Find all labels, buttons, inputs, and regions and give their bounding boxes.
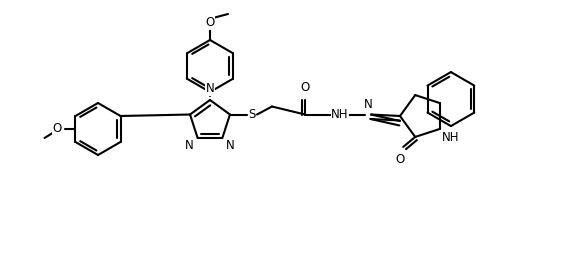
Text: N: N: [363, 97, 372, 111]
Text: O: O: [396, 153, 405, 166]
Text: N: N: [226, 139, 235, 152]
Text: N: N: [185, 139, 194, 152]
Text: N: N: [206, 82, 214, 95]
Text: O: O: [206, 16, 215, 30]
Text: NH: NH: [331, 108, 348, 121]
Text: O: O: [300, 81, 310, 93]
Text: S: S: [248, 108, 256, 121]
Text: NH: NH: [442, 131, 459, 144]
Text: O: O: [52, 122, 62, 135]
